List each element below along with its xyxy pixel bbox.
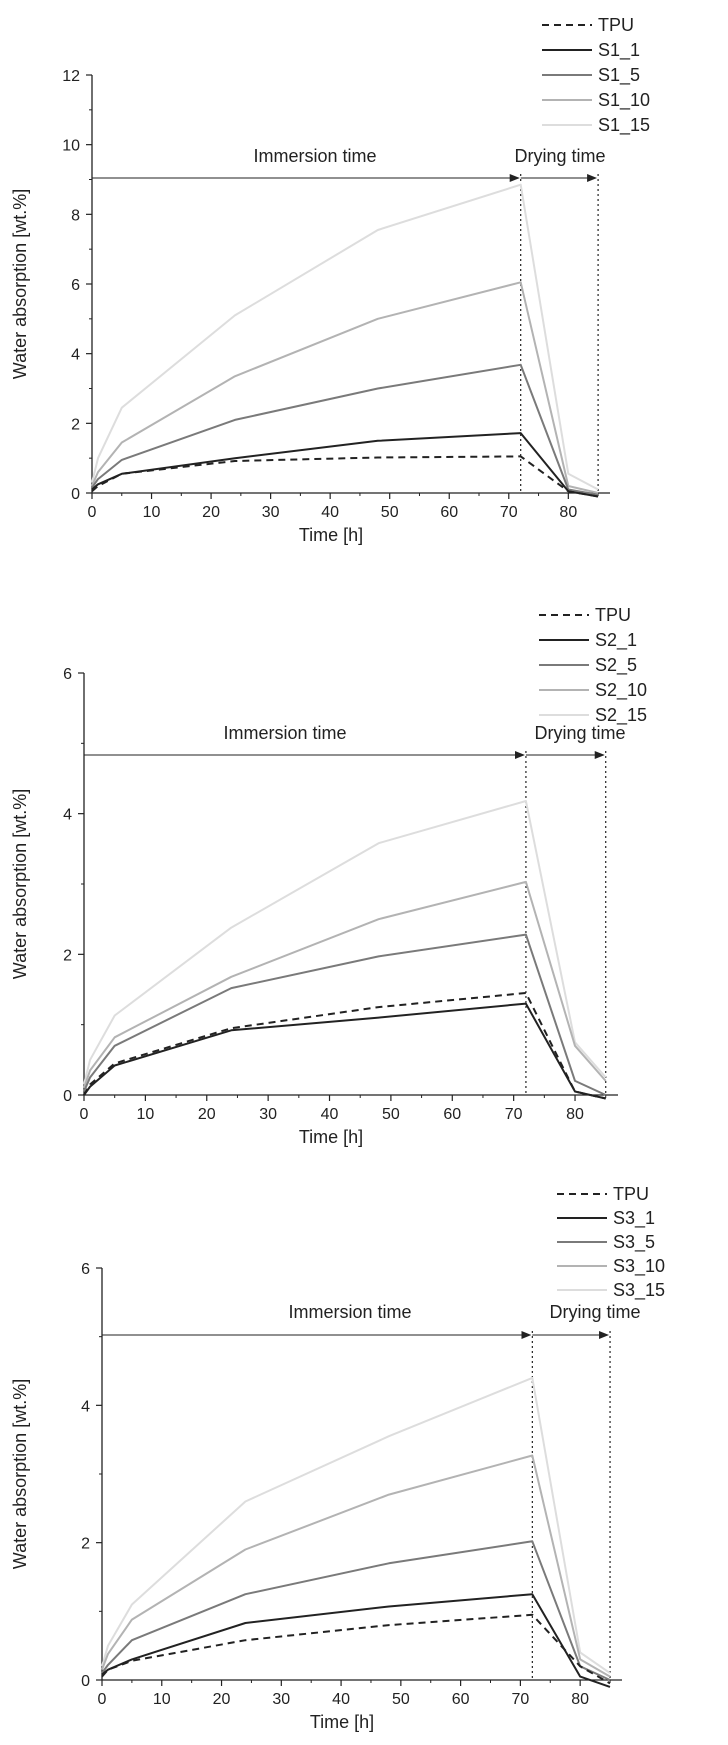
series-line-s1-15 xyxy=(91,183,599,491)
legend-label: TPU xyxy=(598,15,634,35)
legend-label: S2_15 xyxy=(595,705,647,726)
y-tick-label: 0 xyxy=(71,486,80,503)
legend-label: S1_10 xyxy=(598,90,650,111)
x-tick-label: 0 xyxy=(80,1106,89,1123)
y-tick-label: 12 xyxy=(62,68,80,85)
x-tick-label: 60 xyxy=(452,1691,470,1708)
series-line-s1-1 xyxy=(91,432,599,498)
series-line-tpu xyxy=(101,1613,611,1685)
y-tick-label: 4 xyxy=(81,1398,90,1415)
x-tick-label: 60 xyxy=(443,1106,461,1123)
series-line-s2-10 xyxy=(83,880,607,1089)
drying-time-label: Drying time xyxy=(549,1302,640,1322)
series-line-tpu xyxy=(83,992,606,1100)
y-tick-label: 2 xyxy=(71,416,80,433)
chart-panel-1: 0 2 4 6 8 10 12 0 10 20 30 40 50 60 70 80 Time [h] Water … xyxy=(0,0,728,575)
y-axis-title: Water absorption [wt.%] xyxy=(10,1379,30,1569)
series-line-s2-15 xyxy=(83,800,607,1085)
x-tick-label: 40 xyxy=(321,504,339,521)
x-tick-label: 0 xyxy=(88,504,97,521)
series-line-s1-5 xyxy=(91,363,599,496)
legend-label: S3_5 xyxy=(613,1232,655,1253)
y-tick-label: 6 xyxy=(63,666,72,683)
x-tick-label: 60 xyxy=(440,504,458,521)
x-tick-label: 80 xyxy=(559,504,577,521)
x-tick-label: 50 xyxy=(392,1691,410,1708)
immersion-time-label: Immersion time xyxy=(288,1302,411,1322)
y-tick-label: 8 xyxy=(71,207,80,224)
x-tick-label: 20 xyxy=(198,1106,216,1123)
x-tick-label: 30 xyxy=(262,504,280,521)
series-line-s3-1 xyxy=(101,1593,611,1688)
series-line-tpu xyxy=(91,455,599,498)
x-tick-label: 20 xyxy=(213,1691,231,1708)
series-line-s3-10 xyxy=(101,1454,611,1678)
x-tick-label: 40 xyxy=(321,1106,339,1123)
x-tick-label: 50 xyxy=(382,1106,400,1123)
legend-label: S2_10 xyxy=(595,680,647,701)
series-line-s2-5 xyxy=(83,933,607,1096)
immersion-time-label: Immersion time xyxy=(223,723,346,743)
series-line-s3-15 xyxy=(101,1376,611,1674)
x-tick-label: 10 xyxy=(153,1691,171,1708)
drying-time-label: Drying time xyxy=(534,723,625,743)
legend-label: S2_5 xyxy=(595,655,637,676)
legend-label: TPU xyxy=(613,1184,649,1204)
legend-label: S1_1 xyxy=(598,40,640,61)
y-tick-label: 2 xyxy=(63,947,72,964)
y-tick-label: 6 xyxy=(71,277,80,294)
legend-label: S3_10 xyxy=(613,1256,665,1277)
chart-panel-3: 0 2 4 6 0 10 20 30 40 50 60 70 80 Time [h] Water absor… xyxy=(0,1168,728,1745)
x-tick-label: 10 xyxy=(136,1106,154,1123)
y-tick-label: 4 xyxy=(63,807,72,824)
y-axis-title: Water absorption [wt.%] xyxy=(10,189,30,379)
x-tick-label: 70 xyxy=(511,1691,529,1708)
x-tick-label: 30 xyxy=(272,1691,290,1708)
y-tick-label: 0 xyxy=(81,1673,90,1690)
y-tick-label: 2 xyxy=(81,1536,90,1553)
legend-label: S1_15 xyxy=(598,115,650,136)
drying-time-label: Drying time xyxy=(514,146,605,166)
legend-label: TPU xyxy=(595,605,631,625)
x-tick-label: 40 xyxy=(332,1691,350,1708)
x-axis-title: Time [h] xyxy=(299,525,363,545)
y-tick-label: 0 xyxy=(63,1088,72,1105)
x-tick-label: 70 xyxy=(505,1106,523,1123)
immersion-time-label: Immersion time xyxy=(253,146,376,166)
series-line-s1-10 xyxy=(91,281,599,494)
y-tick-label: 4 xyxy=(71,347,80,364)
x-tick-label: 80 xyxy=(566,1106,584,1123)
y-axis-title: Water absorption [wt.%] xyxy=(10,789,30,979)
x-tick-label: 20 xyxy=(202,504,220,521)
legend-label: S3_1 xyxy=(613,1208,655,1229)
x-tick-label: 30 xyxy=(259,1106,277,1123)
chart-panel-2: 0 2 4 6 0 10 20 30 40 50 60 70 80 Time [h] Water absor… xyxy=(0,583,728,1158)
y-tick-label: 6 xyxy=(81,1261,90,1278)
legend-label: S3_15 xyxy=(613,1280,665,1301)
x-axis-title: Time [h] xyxy=(310,1712,374,1732)
x-tick-label: 70 xyxy=(500,504,518,521)
x-tick-label: 0 xyxy=(98,1691,107,1708)
legend-label: S2_1 xyxy=(595,630,637,651)
y-tick-label: 10 xyxy=(62,138,80,155)
legend-label: S1_5 xyxy=(598,65,640,86)
x-tick-label: 50 xyxy=(381,504,399,521)
x-tick-label: 80 xyxy=(571,1691,589,1708)
x-axis-title: Time [h] xyxy=(299,1127,363,1147)
chart-1: 0 2 4 6 8 10 12 0 10 20 30 40 50 60 70 80 Time [h] Water … xyxy=(10,15,650,545)
x-tick-label: 10 xyxy=(143,504,161,521)
series-line-s2-1 xyxy=(83,1002,606,1100)
series-line-s3-5 xyxy=(101,1540,611,1681)
